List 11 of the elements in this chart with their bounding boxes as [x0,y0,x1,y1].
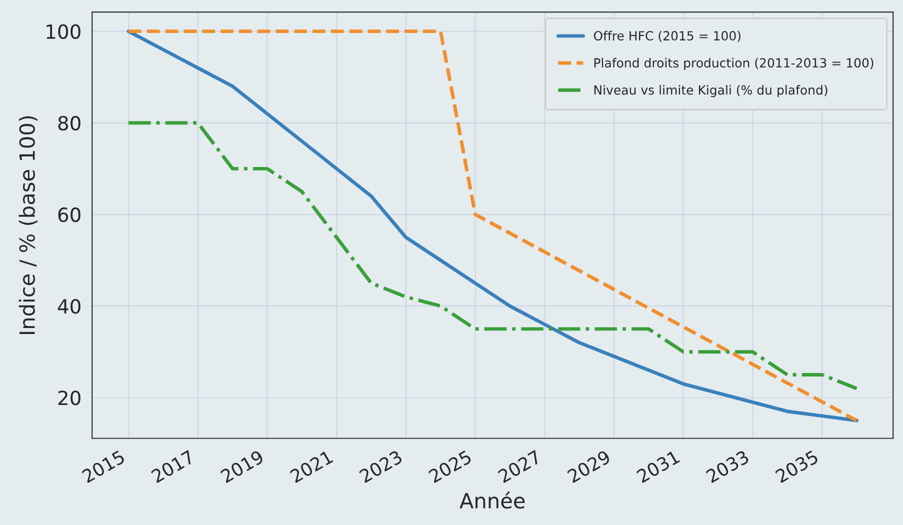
x-axis-title: Année [460,492,525,509]
legend-label: Plafond droits production (2011-2013 = 100) [594,58,874,70]
y-tick-label: 100 [46,24,80,39]
line-series [126,121,858,390]
legend-label: Offre HFC (2015 = 100) [594,30,740,42]
y-tick-label: 20 [58,390,80,406]
legend-label: Niveau vs limite Kigali (% du plafond) [594,85,828,98]
y-axis-title: Indice / % (base 100) [18,116,38,334]
y-tick-label: 80 [58,116,80,131]
y-tick-label: 40 [58,299,80,314]
y-tick-label: 60 [58,207,80,222]
